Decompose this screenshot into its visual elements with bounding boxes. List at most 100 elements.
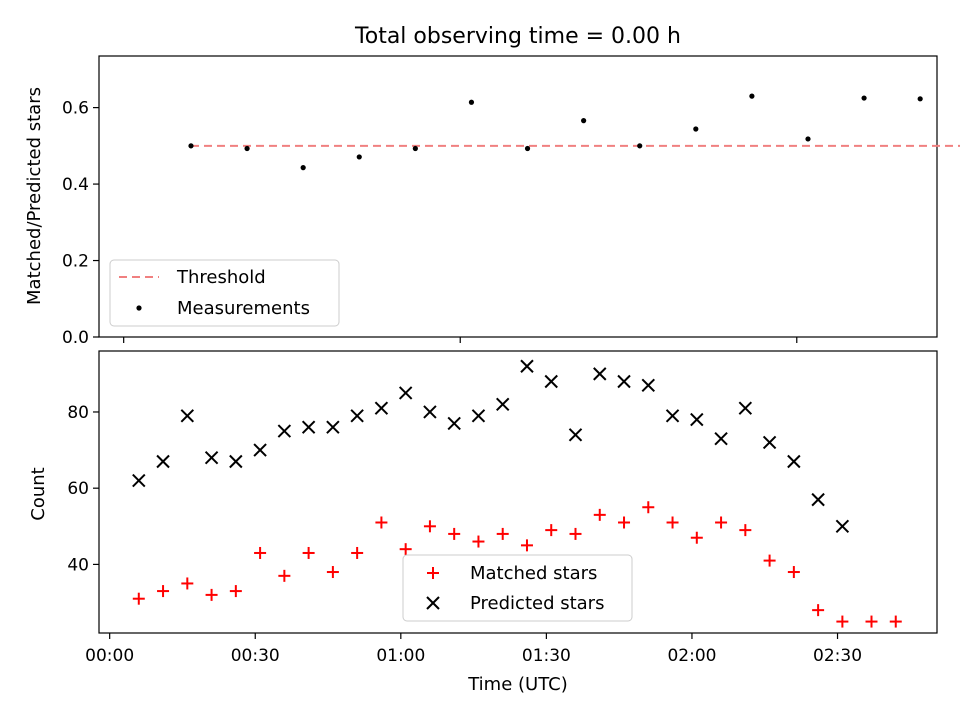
matched-star-point [836,615,849,628]
predicted-star-point [374,401,389,415]
ratio-y-tick-label: 0.2 [62,252,89,272]
matched-star-point [642,501,655,514]
predicted-star-point [568,428,583,442]
measurement-point [356,154,362,160]
predicted-star-point [520,359,534,373]
predicted-star-point [617,374,631,389]
matched-legend-label: Matched stars [470,563,597,584]
matched-star-point [593,508,606,521]
matched-star-point [229,585,242,598]
measurement-point [300,165,306,171]
predicted-star-point [714,431,728,446]
predicted-star-point [738,401,753,415]
matched-star-point [399,543,412,556]
measurement-point [637,143,643,149]
matched-star-point [423,520,436,533]
ratio-y-tick-label: 0.6 [62,99,89,119]
ratio-legend-box [109,259,340,327]
matched-star-point [889,615,902,628]
matched-star-point [812,604,825,617]
matched-star-point [205,588,218,601]
time-x-tick-label: 00:30 [231,646,280,666]
predicted-star-point [423,405,437,419]
predicted-star-point [471,409,486,423]
count-legend: Matched stars Predicted stars [402,554,633,622]
ratio-legend: Threshold Measurements [109,259,340,327]
count-legend-box [402,554,633,622]
matched-star-point [496,527,509,540]
predicted-star-point [835,519,850,534]
measurement-point [805,136,811,142]
predicted-star-point [811,492,825,507]
predicted-star-point [277,424,292,438]
predicted-legend-swatch [426,596,440,610]
matched-star-point [132,592,145,605]
threshold-legend-label: Threshold [176,267,266,288]
measurement-point [917,96,923,102]
time-x-tick-label: 02:30 [813,646,862,666]
predicted-star-point [593,367,607,381]
count-y-axis-label: Count [28,467,49,520]
count-y-ticks: 40 60 80 [67,403,99,575]
matched-star-point [787,566,800,579]
predicted-star-point [180,409,195,423]
matched-star-point [666,516,679,529]
predicted-star-point [326,420,340,434]
count-y-tick-label: 80 [67,403,89,423]
predicted-star-point [544,374,558,389]
measurement-points [188,93,923,171]
matched-star-point [739,524,752,537]
predicted-star-point [641,378,655,393]
predicted-legend-label: Predicted stars [470,593,604,614]
matched-legend-swatch [427,567,439,579]
measurement-point [693,126,699,132]
matched-star-point [278,569,291,582]
count-x-ticks: 00:00 00:30 01:00 01:30 02:00 02:30 [85,633,862,666]
ratio-y-tick-label: 0.0 [62,328,89,348]
time-x-axis-label: Time (UTC) [467,674,568,695]
measurement-point [749,93,755,99]
measurement-point [524,145,531,152]
matched-star-point [520,539,533,552]
time-x-tick-label: 01:30 [522,646,571,666]
ratio-y-axis-label: Matched/Predicted stars [24,87,45,305]
ratio-x-ticks [123,337,798,343]
matched-star-point [351,546,364,559]
count-plot-frame [98,350,938,634]
ratio-panel: 0.0 0.2 0.4 0.6 Matched/Predicted stars Thr… [24,55,960,348]
measurement-legend-label: Measurements [177,298,310,319]
matched-star-point [157,585,170,598]
predicted-star-point [787,454,801,469]
matched-star-point [569,527,582,540]
measurement-point [244,145,250,152]
measurement-point [412,145,418,152]
matched-star-point [448,527,461,540]
ratio-plot-frame [98,55,938,338]
chart-title: Total observing time = 0.00 h [354,24,681,49]
matched-star-point [254,546,267,559]
predicted-star-point [350,409,364,423]
predicted-star-point [253,443,267,457]
ratio-y-ticks: 0.0 0.2 0.4 0.6 [62,99,99,348]
matched-stars-points [132,501,902,628]
measurement-legend-swatch [136,305,142,311]
matched-star-point [763,554,776,567]
measurement-point [581,118,587,124]
count-y-tick-label: 60 [67,479,89,499]
measurement-point [861,95,867,101]
predicted-star-point [156,454,170,469]
time-x-tick-label: 01:00 [376,646,425,666]
time-x-tick-label: 00:00 [85,646,134,666]
predicted-star-point [204,450,219,465]
predicted-star-point [447,416,461,431]
matched-star-point [618,516,631,529]
predicted-star-point [762,435,777,450]
predicted-star-point [398,386,413,400]
time-x-tick-label: 02:00 [667,646,716,666]
ratio-y-tick-label: 0.4 [62,175,89,195]
predicted-star-point [496,397,510,412]
matched-star-point [375,516,388,529]
matched-star-point [181,577,194,590]
predicted-star-point [690,412,704,427]
